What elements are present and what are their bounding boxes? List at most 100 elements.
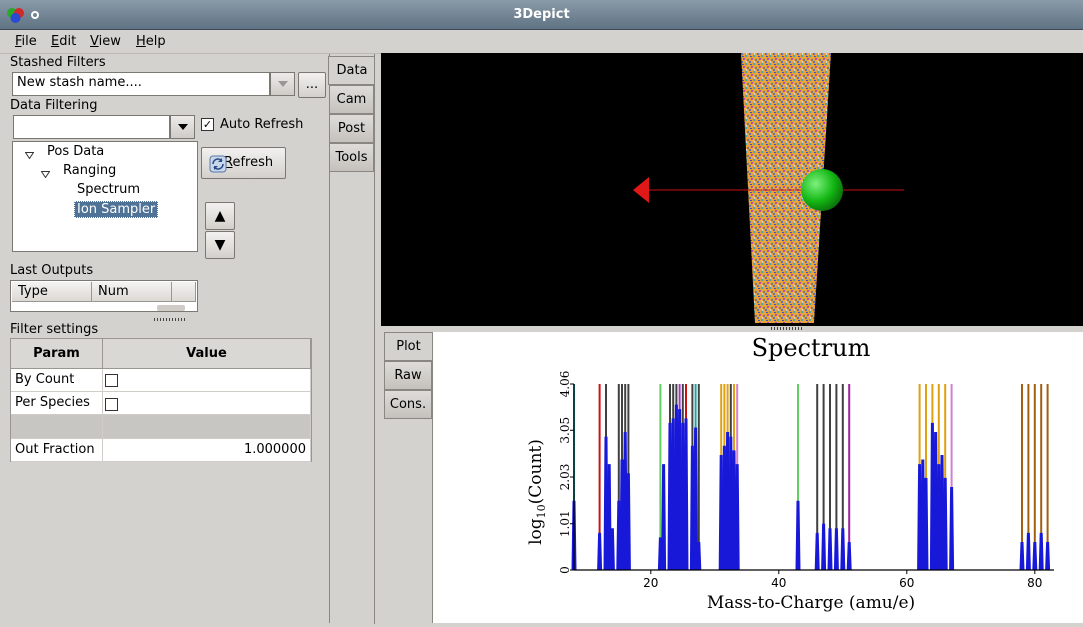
tree-item-ranging[interactable]: Ranging <box>63 163 117 178</box>
filter-settings-label: Filter settings <box>10 322 99 337</box>
tab-cam[interactable]: Cam <box>329 85 374 114</box>
y-tick-label: 3.05 <box>558 417 572 444</box>
last-outputs-list[interactable]: Type Num <box>10 280 198 312</box>
x-tick-label: 20 <box>643 576 658 590</box>
peak <box>923 477 929 571</box>
stashed-filters-label: Stashed Filters <box>10 55 106 70</box>
y-tick-label: 4.06 <box>558 371 572 398</box>
x-axis-label: Mass-to-Charge (amu/e) <box>707 593 915 613</box>
tree-item-spectrum[interactable]: Spectrum <box>77 182 140 197</box>
column-header-value[interactable]: Value <box>103 339 311 369</box>
peak <box>1019 542 1025 571</box>
range-lines <box>573 384 1049 570</box>
expander-icon[interactable] <box>24 148 35 160</box>
point-cloud-render <box>633 53 904 323</box>
peak <box>840 528 846 571</box>
peak <box>734 464 740 571</box>
peak <box>625 473 631 571</box>
filter-tree[interactable]: Pos Data Ranging Spectrum Ion Sampler <box>12 141 198 252</box>
spectrum-peaks <box>571 404 1051 571</box>
chevron-down-icon <box>177 124 188 130</box>
refresh-button[interactable]: Refresh <box>201 147 286 179</box>
peak <box>795 500 801 571</box>
expander-icon[interactable] <box>40 167 51 179</box>
peak <box>696 542 702 571</box>
axes: 0 1.01 2.03 3.05 4.06 20 40 60 80 <box>558 371 1054 590</box>
peak <box>833 528 839 571</box>
resize-grip[interactable] <box>154 318 186 321</box>
value-cell[interactable] <box>103 392 311 415</box>
peak <box>821 523 827 571</box>
spectrum-chart: Spectrum Mass-to-Charge (amu/e) log10(Co… <box>526 334 1054 613</box>
tab-cons[interactable]: Cons. <box>384 390 432 419</box>
filter-type-combo[interactable] <box>13 115 170 139</box>
column-header-spare <box>172 282 196 302</box>
horizontal-scrollbar-thumb[interactable] <box>157 305 185 311</box>
stash-dropdown-button[interactable] <box>270 72 295 96</box>
param-cell: By Count <box>11 369 103 392</box>
menu-edit[interactable]: Edit <box>51 34 77 49</box>
peak <box>609 528 615 571</box>
chart-title: Spectrum <box>752 334 871 362</box>
y-tick-label: 0 <box>558 566 572 574</box>
param-cell: Per Species <box>11 392 103 415</box>
tab-raw[interactable]: Raw <box>384 361 432 390</box>
peak <box>693 427 699 571</box>
peak <box>846 542 852 571</box>
title-bar[interactable]: 3Depict <box>0 0 1083 30</box>
x-tick-label: 40 <box>771 576 786 590</box>
filter-settings-grid[interactable]: Param Value By Count Per Species Out Fra… <box>10 338 312 462</box>
tab-post[interactable]: Post <box>329 114 374 143</box>
chevron-down-icon <box>277 81 288 87</box>
peak <box>949 487 955 571</box>
app-logo-icon <box>7 8 24 23</box>
spectrum-plot[interactable]: Spectrum Mass-to-Charge (amu/e) log10(Co… <box>432 332 1083 623</box>
value-cell-blank <box>103 415 311 439</box>
tree-item-ion-sampler[interactable]: Ion Sampler <box>74 201 159 218</box>
move-up-button[interactable]: ▲ <box>205 202 235 230</box>
column-header-param[interactable]: Param <box>11 339 103 369</box>
tab-tools[interactable]: Tools <box>329 143 374 172</box>
peak <box>942 477 948 571</box>
menu-help[interactable]: Help <box>136 34 166 49</box>
y-tick-label: 1.01 <box>558 510 572 537</box>
column-header-type[interactable]: Type <box>12 282 92 302</box>
value-cell[interactable] <box>103 369 311 392</box>
stash-more-button[interactable]: ... <box>298 72 326 98</box>
peak <box>1025 532 1031 571</box>
window-menu-icon[interactable] <box>31 11 39 19</box>
auto-refresh-label: Auto Refresh <box>220 117 304 132</box>
peak <box>1045 542 1051 571</box>
move-down-button[interactable]: ▼ <box>205 231 235 259</box>
filter-type-dropdown-button[interactable] <box>170 115 195 139</box>
resize-grip[interactable] <box>771 327 803 330</box>
param-cell: Out Fraction <box>11 439 103 462</box>
tab-data[interactable]: Data <box>328 56 375 85</box>
tree-item-pos-data[interactable]: Pos Data <box>47 144 105 159</box>
column-header-num[interactable]: Num <box>92 282 172 302</box>
peak <box>683 418 689 571</box>
peak <box>1032 542 1038 571</box>
menu-file[interactable]: File <box>15 34 37 49</box>
menu-bar: File Edit View Help <box>0 30 1083 54</box>
splitter[interactable] <box>374 54 380 624</box>
peak <box>814 532 820 571</box>
by-count-checkbox[interactable] <box>105 374 118 387</box>
tab-plot[interactable]: Plot <box>384 332 432 361</box>
peak <box>661 464 667 571</box>
per-species-checkbox[interactable] <box>105 398 118 411</box>
arrow-up-icon: ▲ <box>214 208 226 224</box>
y-tick-label: 2.03 <box>558 464 572 491</box>
window-title: 3Depict <box>513 7 570 22</box>
param-cell-blank <box>11 415 103 439</box>
3d-viewport[interactable] <box>381 53 1083 326</box>
y-axis-label: log10(Count) <box>526 439 548 545</box>
arrow-down-icon: ▼ <box>214 237 226 253</box>
menu-view[interactable]: View <box>90 34 121 49</box>
out-fraction-value[interactable]: 1.000000 <box>103 439 311 462</box>
stash-name-input[interactable]: New stash name.... <box>12 72 270 96</box>
auto-refresh-checkbox[interactable]: ✓ <box>201 118 214 131</box>
peak <box>827 528 833 571</box>
peak <box>597 532 603 571</box>
checkmark-icon: ✓ <box>202 118 213 131</box>
